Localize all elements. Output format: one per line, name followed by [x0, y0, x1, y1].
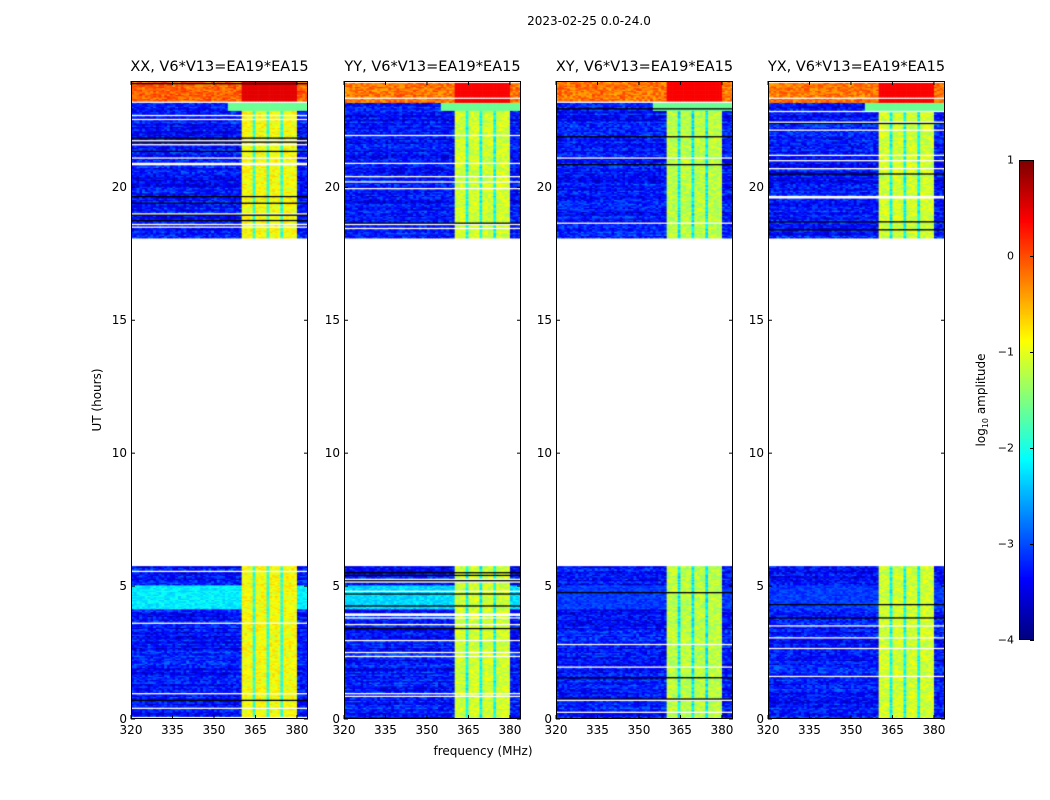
colorbar-tick-mark	[1030, 352, 1034, 353]
x-tick-label: 350	[202, 723, 226, 737]
y-tick-label: 10	[324, 446, 340, 461]
y-tick-label: 0	[756, 712, 764, 726]
y-tick-label: 20	[748, 180, 764, 195]
axes-frame	[555, 81, 733, 720]
colorbar-label-sub: 10	[981, 417, 991, 429]
x-tick-label: 365	[881, 723, 904, 737]
axes-frame	[130, 81, 308, 720]
y-tick-label: 0	[332, 712, 340, 726]
y-tick-label: 15	[111, 313, 127, 328]
colorbar-label-main: log	[973, 428, 988, 447]
y-tick-label: 20	[324, 180, 340, 195]
heatmap-panel	[130, 81, 308, 720]
y-tick-label: 0	[544, 712, 552, 726]
y-tick-label: 15	[748, 313, 764, 328]
colorbar	[1019, 160, 1034, 640]
colorbar-tick-label: −2	[997, 441, 1014, 455]
heatmap-cells	[131, 81, 308, 719]
y-tick-label: 20	[111, 180, 127, 195]
colorbar-tick-mark	[1030, 160, 1034, 161]
colorbar-tick-label: 1	[1007, 153, 1014, 167]
colorbar-tick-mark	[1030, 544, 1034, 545]
x-tick-label: 380	[285, 723, 309, 737]
colorbar-tick-label: −4	[997, 633, 1014, 647]
axes-frame	[343, 81, 521, 720]
x-tick-label: 320	[544, 723, 568, 737]
x-tick-label: 350	[839, 723, 863, 737]
axes-border	[768, 81, 945, 719]
colorbar-tick-label: 0	[1007, 249, 1014, 263]
heatmap-panel	[555, 81, 733, 720]
panel-title: XY, V6*V13=EA19*EA15	[555, 59, 734, 75]
panel-title: YY, V6*V13=EA19*EA15	[344, 59, 521, 75]
colorbar-tick-mark	[1030, 448, 1034, 449]
axes-frame	[767, 81, 945, 720]
y-tick-label: 15	[536, 313, 552, 328]
heatmap-cells	[344, 81, 521, 719]
heatmap-panel	[343, 81, 521, 720]
axes-border	[131, 81, 308, 719]
y-tick-label: 5	[756, 579, 764, 594]
heatmap-cells	[768, 81, 945, 719]
y-tick-label: 0	[119, 712, 127, 726]
y-axis-label: UT (hours)	[90, 368, 104, 432]
y-tick-label: 5	[544, 579, 552, 594]
colorbar-tick-mark	[1030, 640, 1034, 641]
y-tick-label: 10	[748, 446, 764, 461]
x-tick-label: 350	[627, 723, 651, 737]
x-tick-label: 335	[798, 723, 821, 737]
x-axis-label: frequency (MHz)	[433, 744, 533, 758]
y-tick-label: 10	[536, 446, 552, 461]
x-tick-label: 320	[332, 723, 356, 737]
x-tick-label: 350	[415, 723, 439, 737]
axes-border	[556, 81, 733, 719]
y-tick-label: 5	[332, 579, 340, 594]
x-tick-label: 335	[586, 723, 609, 737]
axes-border	[344, 81, 521, 719]
panel-title: YX, V6*V13=EA19*EA15	[767, 59, 946, 75]
x-tick-label: 335	[161, 723, 184, 737]
x-tick-label: 365	[457, 723, 480, 737]
x-tick-label: 380	[710, 723, 734, 737]
heatmap-panel	[767, 81, 945, 720]
x-tick-label: 320	[119, 723, 143, 737]
x-tick-label: 365	[669, 723, 692, 737]
y-tick-label: 10	[111, 446, 127, 461]
y-tick-label: 5	[119, 579, 127, 594]
colorbar-label-rest: amplitude	[973, 353, 988, 418]
x-tick-label: 320	[756, 723, 780, 737]
colorbar-tick-label: −1	[997, 345, 1014, 359]
y-tick-label: 20	[536, 180, 552, 195]
x-tick-label: 365	[244, 723, 267, 737]
colorbar-label: log10 amplitude	[974, 354, 990, 447]
x-tick-label: 380	[922, 723, 946, 737]
panel-title: XX, V6*V13=EA19*EA15	[130, 59, 309, 75]
x-tick-label: 380	[498, 723, 522, 737]
x-tick-label: 335	[374, 723, 397, 737]
heatmap-cells	[556, 81, 733, 719]
figure-title: 2023-02-25 0.0-24.0	[527, 14, 651, 28]
y-tick-label: 15	[324, 313, 340, 328]
colorbar-tick-label: −3	[997, 537, 1014, 551]
colorbar-tick-mark	[1030, 256, 1034, 257]
